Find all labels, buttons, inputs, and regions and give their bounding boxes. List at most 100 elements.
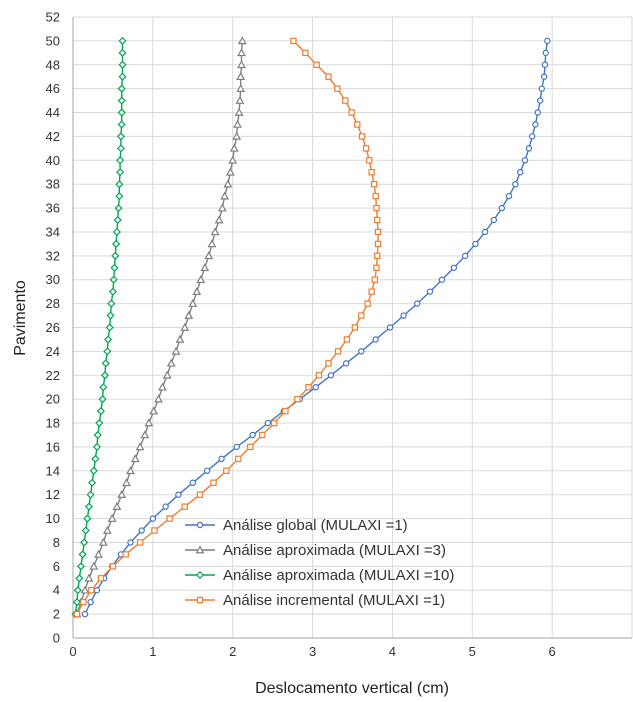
data-point bbox=[358, 312, 365, 319]
data-point bbox=[490, 216, 498, 224]
data-point bbox=[101, 359, 110, 368]
data-point bbox=[98, 395, 107, 404]
data-point bbox=[195, 545, 205, 554]
data-point bbox=[96, 407, 105, 416]
data-point bbox=[413, 300, 421, 307]
data-point bbox=[97, 575, 105, 582]
data-point bbox=[342, 360, 350, 367]
data-point bbox=[105, 323, 114, 332]
data-point bbox=[175, 491, 182, 498]
data-point bbox=[117, 120, 126, 129]
y-tick-label: 50 bbox=[46, 33, 60, 48]
data-point bbox=[371, 276, 379, 283]
data-point bbox=[366, 157, 373, 164]
y-tick-label: 20 bbox=[46, 392, 60, 407]
data-point bbox=[233, 119, 242, 128]
y-tick-label: 28 bbox=[46, 296, 60, 311]
data-point bbox=[89, 561, 99, 570]
data-point bbox=[115, 180, 124, 189]
data-point bbox=[84, 502, 94, 511]
data-point bbox=[237, 48, 246, 57]
data-point bbox=[302, 49, 309, 57]
x-tick-label: 6 bbox=[549, 644, 556, 659]
data-point bbox=[158, 382, 167, 391]
data-point bbox=[374, 252, 381, 260]
data-point bbox=[166, 515, 173, 522]
data-point bbox=[171, 346, 181, 355]
data-point bbox=[72, 598, 82, 607]
data-point bbox=[218, 455, 225, 463]
data-point bbox=[117, 96, 126, 105]
data-point bbox=[192, 287, 202, 295]
x-tick-label: 5 bbox=[469, 644, 476, 659]
data-point bbox=[118, 36, 127, 45]
x-tick-label: 0 bbox=[69, 644, 76, 659]
data-point bbox=[374, 240, 382, 248]
data-point bbox=[235, 95, 245, 104]
y-tick-label: 2 bbox=[53, 607, 60, 622]
data-point bbox=[229, 143, 239, 152]
x-axis-label: Deslocamento vertical (cm) bbox=[255, 680, 449, 697]
data-point bbox=[104, 335, 113, 344]
data-point bbox=[200, 263, 210, 272]
y-tick-label: 40 bbox=[46, 153, 60, 168]
data-point bbox=[327, 372, 335, 379]
data-point bbox=[188, 298, 198, 307]
data-point bbox=[368, 169, 375, 176]
legend-item: Análise global (MULAXI =1) bbox=[185, 517, 408, 534]
y-tick-labels: 0246810121416182022242628303234363840424… bbox=[46, 10, 60, 646]
x-tick-label: 1 bbox=[149, 644, 156, 659]
data-point bbox=[210, 227, 220, 236]
data-point bbox=[512, 180, 519, 188]
legend-item: Análise incremental (MULAXI =1) bbox=[185, 592, 445, 609]
data-point bbox=[505, 192, 513, 200]
y-tick-label: 34 bbox=[46, 224, 60, 239]
legend-label: Análise global (MULAXI =1) bbox=[223, 517, 408, 534]
series-layer bbox=[71, 36, 551, 619]
data-point bbox=[234, 107, 244, 116]
y-tick-label: 4 bbox=[53, 583, 60, 598]
data-point bbox=[370, 180, 378, 188]
series-1 bbox=[81, 37, 551, 618]
legend-label: Análise incremental (MULAXI =1) bbox=[223, 592, 445, 609]
data-point bbox=[521, 157, 529, 164]
data-point bbox=[358, 133, 366, 140]
data-point bbox=[372, 192, 379, 200]
y-tick-label: 48 bbox=[46, 57, 60, 72]
data-point bbox=[538, 85, 545, 92]
data-point bbox=[282, 407, 289, 415]
data-point bbox=[149, 515, 157, 522]
data-point bbox=[78, 550, 87, 559]
data-point bbox=[196, 596, 204, 604]
data-point bbox=[107, 299, 116, 308]
y-tick-label: 12 bbox=[46, 487, 60, 502]
data-point bbox=[84, 573, 94, 582]
data-point bbox=[223, 467, 230, 475]
data-point bbox=[116, 156, 125, 165]
data-point bbox=[259, 431, 266, 439]
data-point bbox=[140, 430, 150, 439]
data-point bbox=[528, 133, 536, 140]
data-point bbox=[181, 503, 188, 510]
data-point bbox=[109, 275, 118, 284]
data-point bbox=[294, 395, 301, 403]
data-point bbox=[98, 537, 108, 546]
data-point bbox=[144, 418, 154, 427]
data-point bbox=[400, 312, 407, 319]
data-point bbox=[112, 227, 121, 237]
data-point bbox=[73, 586, 82, 595]
data-point bbox=[127, 539, 134, 546]
data-point bbox=[236, 72, 246, 81]
data-point bbox=[325, 360, 332, 367]
data-point bbox=[232, 131, 242, 140]
data-point bbox=[374, 216, 381, 224]
data-point bbox=[362, 145, 370, 152]
y-tick-label: 6 bbox=[53, 559, 60, 574]
y-tick-label: 18 bbox=[46, 416, 60, 431]
data-point bbox=[117, 490, 127, 499]
data-point bbox=[166, 358, 176, 367]
data-point bbox=[525, 145, 533, 152]
data-point bbox=[204, 251, 214, 260]
data-point bbox=[220, 191, 230, 200]
data-point bbox=[223, 179, 233, 188]
